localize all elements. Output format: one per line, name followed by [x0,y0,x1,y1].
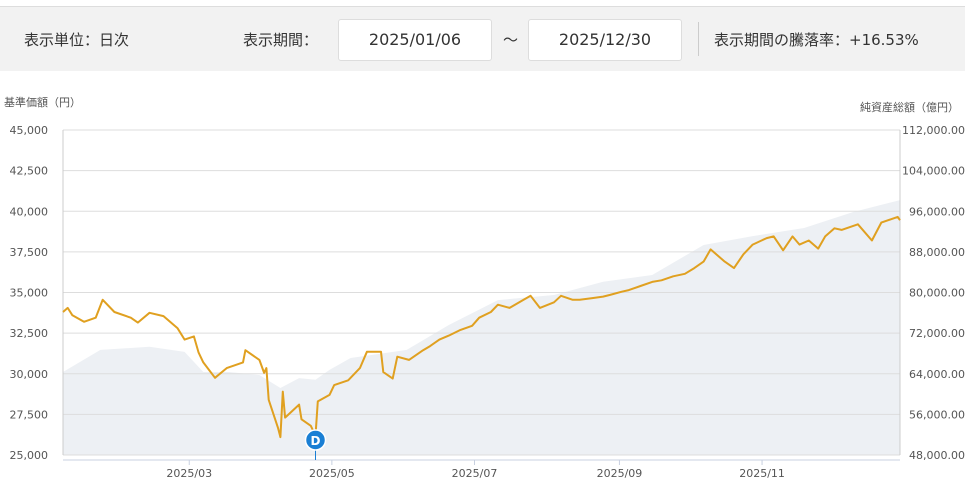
right-tick-label: 48,000.00 [909,449,965,462]
period-label: 表示期間： [243,31,319,49]
x-tick-label: 2025/11 [739,467,785,480]
dividend-marker-icon [304,429,327,451]
price-line [62,215,901,439]
left-tick-label: 27,500 [10,408,49,421]
end-date-input[interactable]: 2025/12/30 [528,19,682,61]
change-rate: 表示期間の騰落率：+16.53% [714,31,919,49]
left-axis-label: 基準価額（円） [4,96,81,109]
right-tick-label: 80,000.00 [909,287,965,300]
net-assets-area [63,200,900,455]
x-tick-label: 2025/05 [309,467,355,480]
left-tick-label: 45,000 [10,124,49,137]
left-tick-label: 42,500 [10,165,49,178]
right-tick-label: 64,000.00 [909,368,965,381]
divider [698,22,699,56]
period-header: 表示単位：日次 表示期間： 2025/01/06 ～ 2025/12/30 表示… [0,6,965,71]
right-tick-label: 72,000.00 [909,327,965,340]
start-date-input[interactable]: 2025/01/06 [338,19,492,61]
left-tick-label: 35,000 [10,287,49,300]
left-tick-label: 40,000 [10,205,49,218]
right-tick-label: 112,000.00 [902,124,965,137]
left-tick-label: 32,500 [10,327,49,340]
right-axis-label: 純資産総額（億円） [860,101,959,114]
right-tick-label: 88,000.00 [909,246,965,259]
left-tick-label: 37,500 [10,246,49,259]
tilde-separator: ～ [503,31,519,49]
dividend-marker-label: D [311,434,321,448]
right-tick-label: 96,000.00 [909,205,965,218]
right-tick-label: 104,000.00 [902,165,965,178]
x-tick-label: 2025/07 [452,467,498,480]
right-tick-label: 56,000.00 [909,408,965,421]
left-tick-label: 30,000 [10,368,49,381]
left-tick-label: 25,000 [10,449,49,462]
x-tick-label: 2025/03 [166,467,212,480]
x-tick-label: 2025/09 [597,467,643,480]
display-unit-label: 表示単位：日次 [24,31,130,49]
